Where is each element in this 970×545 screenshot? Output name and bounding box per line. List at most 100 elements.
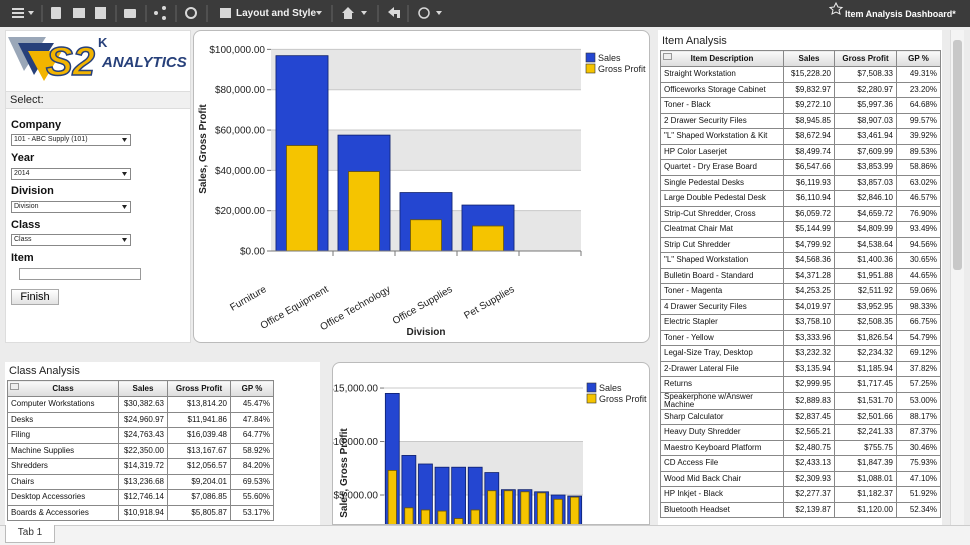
table-cell: 59.06% bbox=[896, 283, 941, 300]
table-cell: 98.33% bbox=[896, 298, 941, 315]
column-header[interactable]: Gross Profit bbox=[834, 50, 897, 67]
menu-icon[interactable] bbox=[12, 8, 24, 10]
table-cell: Single Pedestal Desks bbox=[660, 174, 784, 191]
y-tick-label: $40,000.00 bbox=[215, 166, 265, 177]
class-analysis-panel: Class Analysis Class Sales Gross Profit GP … bbox=[5, 362, 320, 525]
column-header[interactable]: GP % bbox=[896, 50, 941, 67]
table-cell: 87.37% bbox=[896, 424, 941, 441]
y-tick-label: $20,000.00 bbox=[215, 206, 265, 217]
new-icon[interactable] bbox=[51, 7, 61, 19]
column-header[interactable]: Sales bbox=[783, 50, 835, 67]
layout-icon[interactable] bbox=[220, 8, 231, 18]
scrollbar-thumb[interactable] bbox=[953, 40, 962, 270]
class-table-host: Class Sales Gross Profit GP % Computer Works… bbox=[7, 380, 274, 521]
table-cell: $1,185.94 bbox=[834, 360, 897, 377]
division-chart: $0.00 $20,000.00 $40,000.00 $60,000.00 $80,0… bbox=[198, 45, 646, 338]
column-header[interactable]: Class bbox=[7, 380, 119, 397]
logo-mark: S2 bbox=[46, 40, 95, 84]
table-cell: Toner - Yellow bbox=[660, 329, 784, 346]
table-cell: $7,086.85 bbox=[167, 489, 231, 506]
legend-swatch bbox=[585, 63, 596, 74]
filter-icon[interactable] bbox=[10, 383, 19, 390]
logo-superscript: K bbox=[98, 35, 108, 50]
bar bbox=[434, 466, 450, 524]
header-row: Item Description Sales Gross Profit GP % bbox=[660, 50, 941, 67]
share-icon[interactable] bbox=[154, 11, 158, 15]
table-cell: Computer Workstations bbox=[7, 396, 119, 413]
table-cell: $5,805.87 bbox=[167, 504, 231, 521]
y-tick-label: $0.00 bbox=[240, 247, 265, 258]
company-select[interactable]: 101 - ABC Supply (101) bbox=[11, 134, 131, 146]
table-cell: $7,508.33 bbox=[834, 66, 897, 83]
table-cell: $4,799.92 bbox=[783, 236, 835, 253]
table-cell: Machine Supplies bbox=[7, 442, 119, 459]
table-cell: "L" Shaped Workstation bbox=[660, 252, 784, 269]
home-icon[interactable] bbox=[342, 7, 354, 19]
table-cell: 2 Drawer Security Files bbox=[660, 112, 784, 129]
help-icon[interactable] bbox=[418, 7, 430, 19]
column-header[interactable]: Sales bbox=[118, 380, 168, 397]
table-cell: $4,371.28 bbox=[783, 267, 835, 284]
bar bbox=[404, 507, 414, 524]
table-cell: $5,144.99 bbox=[783, 221, 835, 238]
share-icon bbox=[162, 16, 166, 20]
table-cell: $3,952.95 bbox=[834, 298, 897, 315]
table-cell: Large Double Pedestal Desk bbox=[660, 190, 784, 207]
table-cell: $2,433.13 bbox=[783, 455, 835, 472]
table-cell: $2,277.37 bbox=[783, 486, 835, 503]
favorite-icon[interactable] bbox=[828, 1, 844, 15]
bar bbox=[348, 171, 380, 252]
table-cell: $1,120.00 bbox=[834, 501, 897, 518]
refresh-icon[interactable] bbox=[185, 7, 197, 19]
table-cell: Toner - Magenta bbox=[660, 283, 784, 300]
filter-icon[interactable] bbox=[663, 53, 672, 60]
scrollbar[interactable] bbox=[950, 30, 964, 525]
column-header[interactable]: Item Description bbox=[660, 50, 784, 67]
layout-menu[interactable]: Layout and Style bbox=[236, 8, 316, 19]
caret bbox=[122, 238, 127, 242]
table-cell: $3,333.96 bbox=[783, 329, 835, 346]
table-cell: $13,236.68 bbox=[118, 473, 168, 490]
y-tick-label: $15,000.00 bbox=[333, 384, 378, 395]
table-cell: $1,531.70 bbox=[834, 391, 897, 410]
table-cell: Shredders bbox=[7, 458, 119, 475]
column-header[interactable]: GP % bbox=[230, 380, 274, 397]
table-cell: Returns bbox=[660, 376, 784, 393]
finish-button[interactable]: Finish bbox=[11, 289, 59, 305]
table-row: Desktop Accessories $12,746.14 $7,086.85 55… bbox=[7, 489, 274, 506]
item-input[interactable] bbox=[19, 268, 141, 280]
table-cell: 66.75% bbox=[896, 314, 941, 331]
class-select[interactable]: Class bbox=[11, 234, 131, 246]
table-cell: $3,853.99 bbox=[834, 159, 897, 176]
bar bbox=[503, 490, 513, 524]
table-cell: $2,837.45 bbox=[783, 408, 835, 425]
bar bbox=[553, 498, 563, 524]
y-tick-label: $5,000.00 bbox=[334, 491, 379, 502]
year-select[interactable]: 2014 bbox=[11, 168, 131, 180]
table-cell: $1,400.36 bbox=[834, 252, 897, 269]
table-cell: Filing bbox=[7, 427, 119, 444]
table-row: Strip Cut Shredder $4,799.92 $4,538.64 94.5… bbox=[660, 236, 941, 253]
table-cell: $12,056.57 bbox=[167, 458, 231, 475]
caret bbox=[28, 11, 34, 15]
print-icon[interactable] bbox=[124, 9, 136, 18]
tab[interactable]: Tab 1 bbox=[5, 525, 55, 543]
undo-icon[interactable] bbox=[388, 7, 400, 18]
table-cell: $16,039.48 bbox=[167, 427, 231, 444]
column-header[interactable]: Gross Profit bbox=[167, 380, 231, 397]
table-cell: $2,280.97 bbox=[834, 81, 897, 98]
table-cell: $5,997.36 bbox=[834, 97, 897, 114]
table-row: Cleatmat Chair Mat $5,144.99 $4,809.99 93.4… bbox=[660, 221, 941, 238]
table-row: 2-Drawer Lateral File $3,135.94 $1,185.94 3… bbox=[660, 360, 941, 377]
bar bbox=[487, 490, 497, 524]
table-row: Computer Workstations $30,382.63 $13,814.2… bbox=[7, 396, 274, 413]
table-cell: $30,382.63 bbox=[118, 396, 168, 413]
table-cell: $4,253.25 bbox=[783, 283, 835, 300]
division-select[interactable]: Division bbox=[11, 201, 131, 213]
y-axis-title: Sales, Gross Profit bbox=[339, 428, 350, 518]
toolbar: Layout and Style Item Analysis Dashboard… bbox=[0, 0, 970, 27]
table-cell: Heavy Duty Shredder bbox=[660, 424, 784, 441]
save-icon[interactable] bbox=[95, 7, 106, 19]
open-icon[interactable] bbox=[73, 8, 85, 18]
table-row: "L" Shaped Workstation $4,568.36 $1,400.36… bbox=[660, 252, 941, 269]
